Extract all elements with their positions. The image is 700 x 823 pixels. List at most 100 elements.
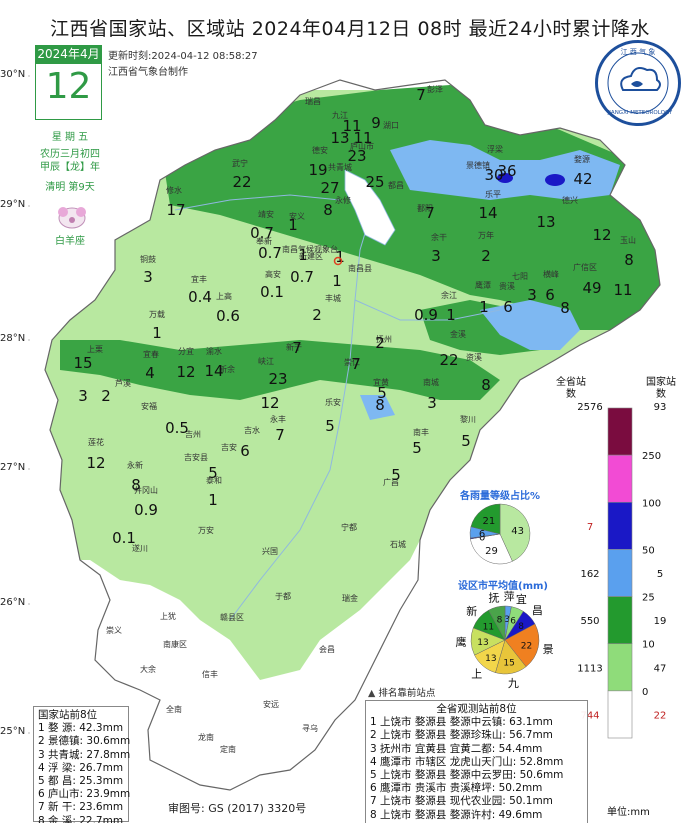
rain-value-label: 22 xyxy=(232,173,251,191)
place-label: 乐安 xyxy=(325,397,341,407)
place-label: 信丰 xyxy=(202,669,218,679)
place-label: 抚州 xyxy=(376,334,392,344)
place-label: 婺源 xyxy=(574,154,590,164)
rain-value-label: 5 xyxy=(325,417,335,435)
rain-value-label: 1 xyxy=(152,324,162,342)
national-top-row: 6 庐山市: 23.9mm xyxy=(38,788,131,801)
rain-value-label: 7 xyxy=(292,339,302,357)
place-label: 乐平 xyxy=(485,189,501,199)
place-label: 景德镇 xyxy=(466,160,490,170)
place-label: 奉新 xyxy=(256,236,272,246)
pie-grade-label: 6 xyxy=(479,529,485,540)
rain-value-label: 6 xyxy=(503,298,513,316)
update-time: 更新时刻:2024-04-12 08:58:27 xyxy=(108,51,258,62)
legend-threshold: 50 xyxy=(642,545,655,556)
lat-label-27: 27°N xyxy=(0,462,26,473)
place-label: 德兴 xyxy=(562,195,578,205)
rain-value-label: 11 xyxy=(342,117,361,135)
rain-value-label: 7 xyxy=(275,426,285,444)
rain-value-label: 6 xyxy=(240,442,250,460)
place-label: 石城 xyxy=(390,540,406,549)
rain-value-label: 23 xyxy=(347,147,366,165)
all-top-row: 3 抚州市 宜黄县 宜黄二都: 54.4mm xyxy=(370,742,543,755)
place-label: 永丰 xyxy=(270,414,286,424)
rain-value-label: 1 xyxy=(288,216,298,234)
place-label: 新余 xyxy=(219,364,235,374)
pie-slice xyxy=(488,605,506,641)
rain-value-label: 0.6 xyxy=(216,307,240,325)
rain-value-label: 0.5 xyxy=(165,419,189,437)
rain-value-label: 5 xyxy=(461,432,471,450)
rain-value-label: 5 xyxy=(377,384,387,402)
pie-city-value: 13 xyxy=(477,638,488,648)
place-label: 彭泽 xyxy=(427,84,443,94)
map-title: 江西省国家站、区域站 2024年04月12日 08时 最近24小时累计降水 xyxy=(50,18,650,40)
rain-value-label: 36 xyxy=(497,162,516,180)
place-labels: 彭泽瑞昌九江湖口庐山市德安 浮梁景德镇婺源武宁 共青城都昌修水 乐平永修 德兴鄱阳靖安安… xyxy=(87,84,636,754)
place-label: 上犹 xyxy=(160,611,176,621)
calendar-weekday: 星 期 五 xyxy=(51,132,89,143)
place-label: 九江 xyxy=(332,111,348,120)
calendar-day: 12 xyxy=(45,66,92,107)
rain-value-label: 49 xyxy=(582,279,601,297)
pie-city-name: 九 xyxy=(508,677,519,690)
national-top-title: 国家站前8位 xyxy=(38,709,98,721)
place-label: 赣县区 xyxy=(220,612,244,622)
calendar-month: 2024年4月 xyxy=(35,45,102,63)
legend-colorbar: 2576 93 250 100 7 50 162 5 25 550 19 10 1113 47 0 744 22 xyxy=(577,402,666,739)
rain-value-label: 2 xyxy=(312,306,322,324)
place-label: 大余 xyxy=(140,664,156,674)
rain-value-label: 4 xyxy=(145,364,155,382)
rain-value-label: 0.7 xyxy=(250,224,274,242)
pie-grade-label: 29 xyxy=(485,546,498,557)
rain-value-label: 13 xyxy=(536,213,555,231)
all-top-row: 8 上饶市 婺源县 婺源许村: 49.6mm xyxy=(370,808,543,821)
legend-swatch xyxy=(607,501,633,550)
all-top-title: 全省观测站前8位 xyxy=(436,703,517,715)
place-label: 万年 xyxy=(478,230,494,240)
rain-value-label: 2 xyxy=(101,387,111,405)
place-label: 武宁 xyxy=(232,158,248,168)
pie-city-value: 22 xyxy=(521,642,532,652)
place-label: 南康区 xyxy=(163,639,187,649)
place-label: 永修 xyxy=(335,195,351,205)
place-label: 会昌 xyxy=(319,644,335,654)
legend-col-all: 全省站数 xyxy=(556,377,586,400)
place-label: 广信区 xyxy=(573,262,597,272)
river-lines xyxy=(174,194,501,621)
place-label: 浮梁 xyxy=(487,144,503,154)
rain-value-label: 11 xyxy=(613,281,632,299)
place-label: 定南 xyxy=(220,744,236,754)
calendar-lunar-year: 甲辰【龙】年 xyxy=(40,162,100,173)
rain-value-label: 8 xyxy=(131,476,141,494)
lat-label-29: 29°N xyxy=(0,199,26,210)
national-top-row: 7 新 干: 23.6mm xyxy=(38,801,124,814)
lat-label-26: 26°N xyxy=(0,597,26,608)
rain-value-label: 3 xyxy=(527,286,537,304)
national-top-row: 3 共青城: 27.8mm xyxy=(38,748,131,761)
place-label: 上高 xyxy=(216,291,232,301)
rain-value-label: 3 xyxy=(78,387,88,405)
rain-value-label: 12 xyxy=(86,454,105,472)
place-label: 芦溪 xyxy=(115,378,131,388)
pie-city-name: 抚 xyxy=(488,590,499,604)
place-label: 寻乌 xyxy=(302,723,318,733)
place-label: 安福 xyxy=(141,401,157,411)
legend-threshold: 250 xyxy=(642,451,661,462)
legend-threshold: 25 xyxy=(642,593,655,604)
rain-value-label: 17 xyxy=(166,201,185,219)
place-label: 德安 xyxy=(312,145,328,155)
legend-threshold: 100 xyxy=(642,498,661,509)
rain-value-label: 0.7 xyxy=(290,268,314,286)
rain-value-label: 3 xyxy=(427,394,437,412)
rain-value-label: 14 xyxy=(204,362,223,380)
place-label: 万安 xyxy=(198,525,214,535)
rain-value-label: 15 xyxy=(73,354,92,372)
pie-city-name: 昌 xyxy=(532,604,543,617)
rain-value-label: 8 xyxy=(481,376,491,394)
pie-city-value: 8 xyxy=(518,622,524,632)
pie-slice xyxy=(470,533,513,565)
rain-value-label: 5 xyxy=(391,466,401,484)
place-label: 高安 xyxy=(265,269,281,279)
